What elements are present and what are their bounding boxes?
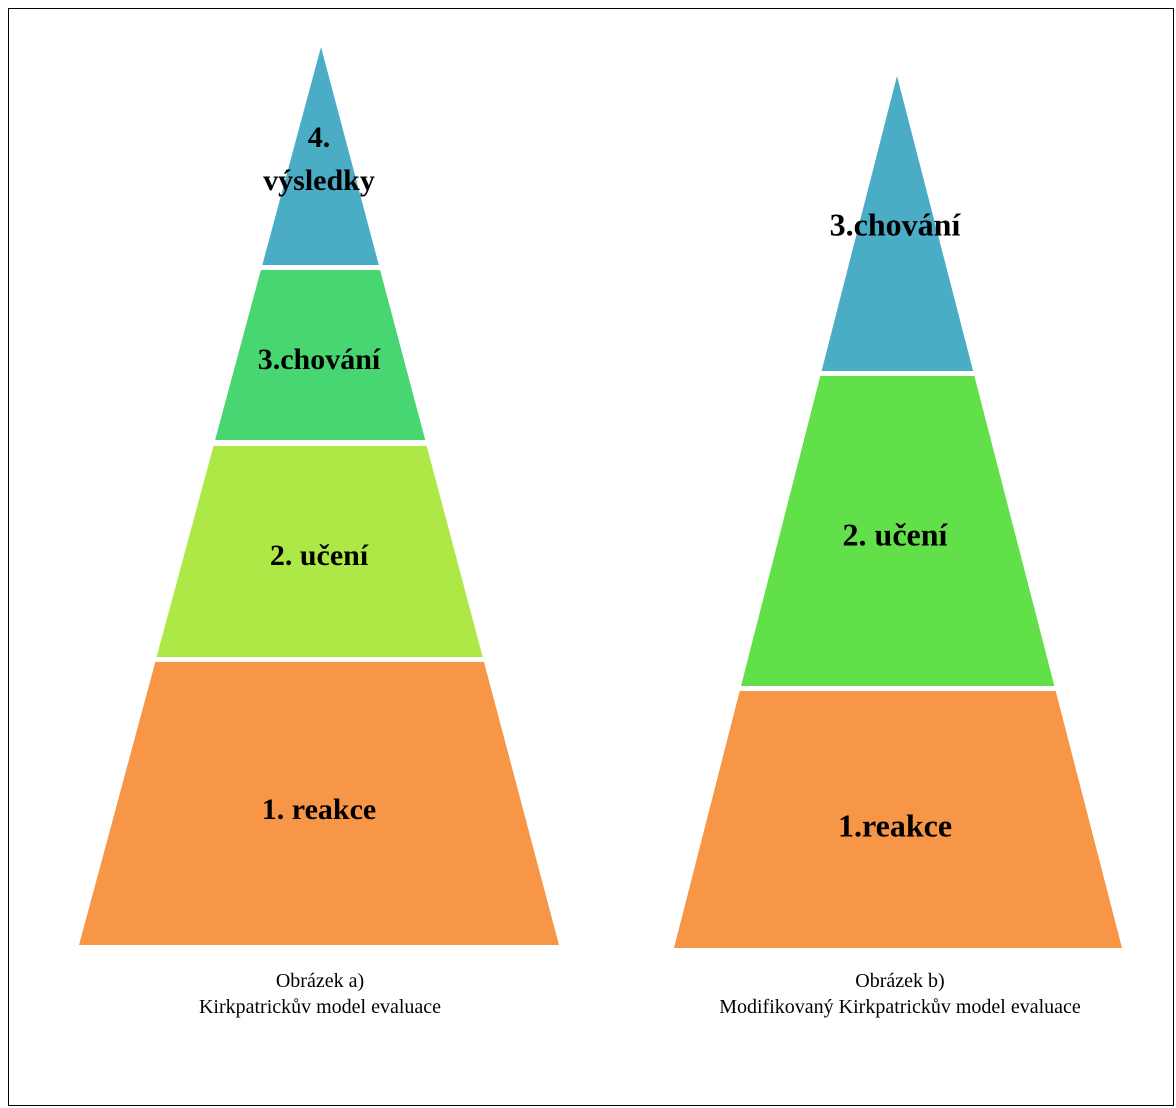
pyramid-b-level-2 bbox=[741, 376, 1055, 686]
pyramid-a-level-3 bbox=[215, 270, 426, 440]
pyramid-b: 3.chování 2. učení 1.reakce bbox=[674, 76, 1122, 948]
pyramid-a-level-4 bbox=[262, 47, 379, 265]
pyramid-a-level-4-label: 4. bbox=[308, 121, 331, 154]
pyramid-a-level-2 bbox=[156, 446, 483, 657]
pyramid-a-level-3-label: 3.chování bbox=[258, 343, 381, 376]
pyramid-a-level-2-label: 2. učení bbox=[270, 539, 369, 572]
pyramid-b-level-1 bbox=[674, 691, 1122, 948]
caption-a-line1: Obrázek a) bbox=[275, 970, 365, 992]
pyramid-b-level-2-label: 2. učení bbox=[843, 516, 949, 552]
pyramid-b-level-3 bbox=[821, 76, 974, 371]
pyramid-a: 4. výsledky 3.chování 2. učení 1. reakce bbox=[79, 47, 559, 945]
pyramid-a-level-1-label: 1. reakce bbox=[262, 793, 376, 826]
caption-a: Obrázek a) Kirkpatrickův model evaluace bbox=[80, 968, 560, 1020]
pyramid-b-level-1-label: 1.reakce bbox=[838, 807, 952, 843]
pyramid-a-level-1 bbox=[79, 662, 559, 945]
pyramid-b-level-3-label: 3.chování bbox=[830, 206, 962, 242]
caption-b-line1: Obrázek b) bbox=[855, 970, 945, 992]
caption-b-line2: Modifikovaný Kirkpatrickův model evaluac… bbox=[719, 996, 1081, 1018]
caption-a-line2: Kirkpatrickův model evaluace bbox=[198, 996, 442, 1018]
pyramid-a-level-4-label: výsledky bbox=[263, 164, 375, 197]
caption-b: Obrázek b) Modifikovaný Kirkpatrickův mo… bbox=[660, 968, 1140, 1020]
